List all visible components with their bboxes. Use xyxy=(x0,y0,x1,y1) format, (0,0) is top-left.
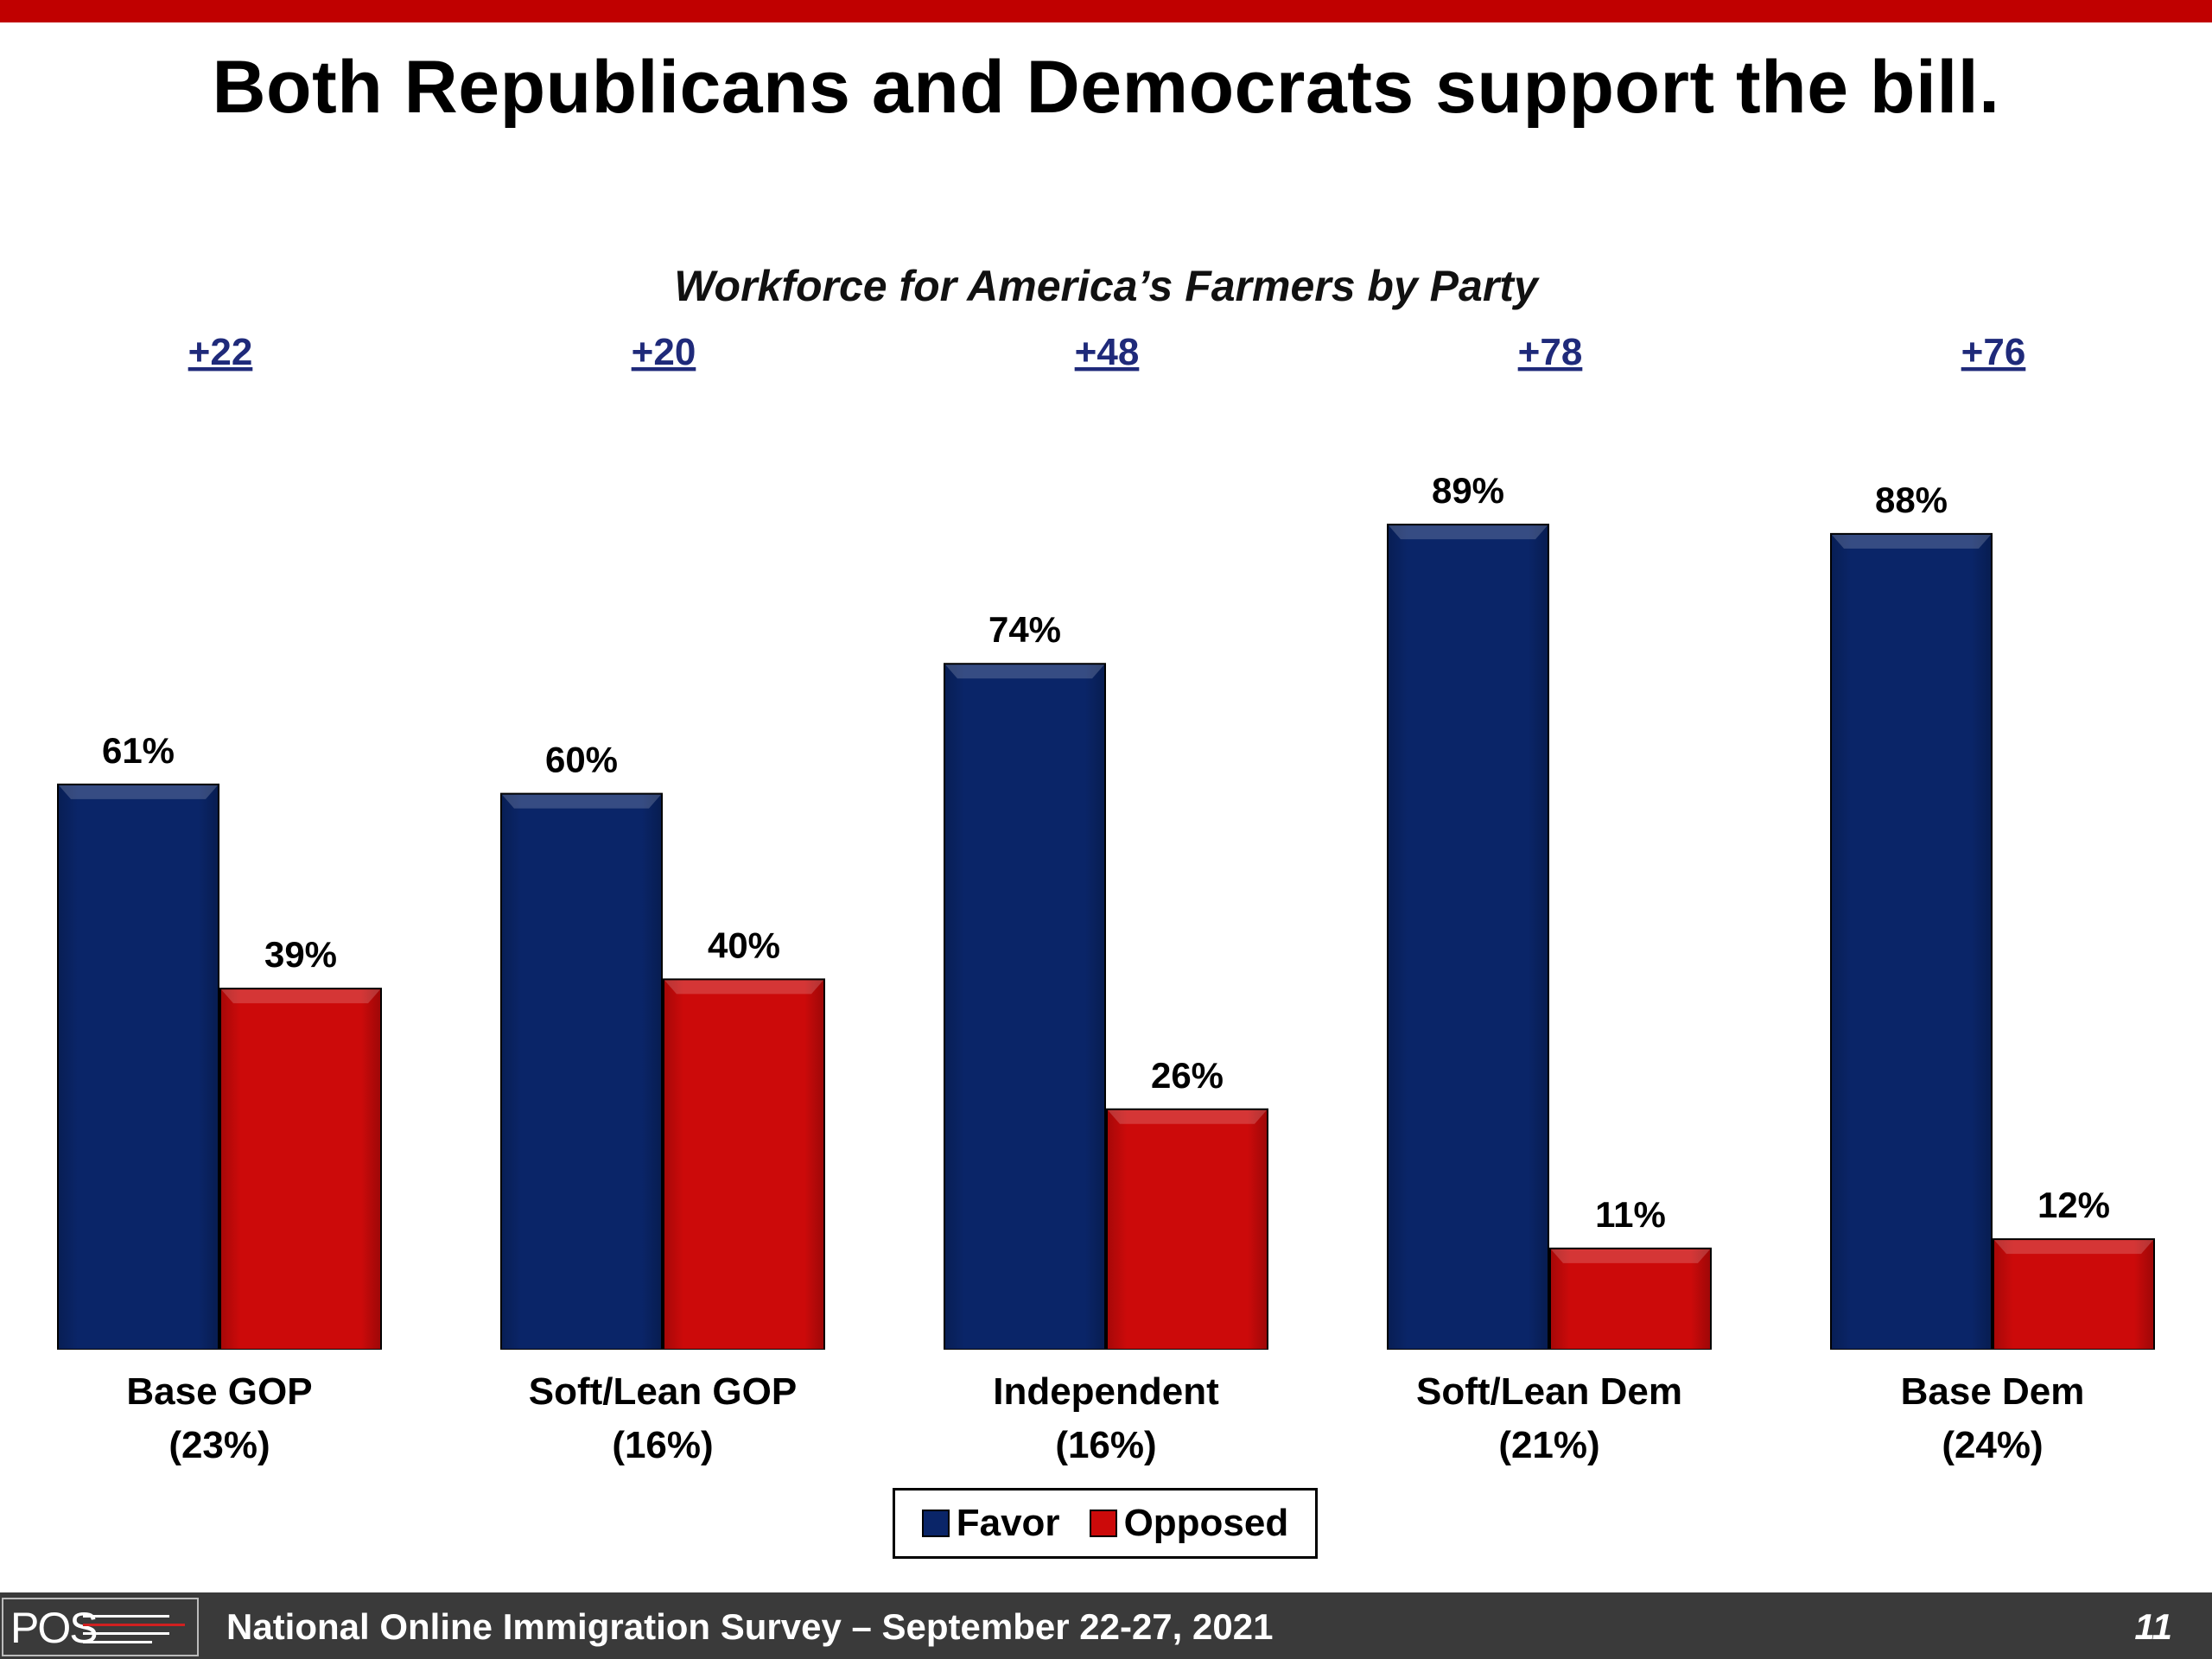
data-label-favor-soft-lean-dem: 89% xyxy=(1432,470,1504,511)
bar-bevel-favor-soft-lean-gop xyxy=(502,794,661,809)
category-label-base-gop: Base GOP xyxy=(126,1370,312,1413)
net-label-independent: +48 xyxy=(1075,331,1140,373)
net-label-base-dem: +76 xyxy=(1961,331,2026,373)
bar-bevel-opposed-independent xyxy=(1108,1109,1267,1124)
net-label-soft-lean-gop: +20 xyxy=(632,331,696,373)
footer-survey-text: National Online Immigration Survey – Sep… xyxy=(226,1606,1274,1647)
bar-bevel-opposed-soft-lean-dem xyxy=(1551,1249,1710,1263)
category-share-base-dem: (24%) xyxy=(1942,1424,2043,1466)
legend-label-opposed: Opposed xyxy=(1123,1502,1289,1544)
bar-bevel-opposed-base-gop xyxy=(221,989,380,1004)
category-label-independent: Independent xyxy=(993,1370,1219,1413)
data-label-opposed-base-gop: 39% xyxy=(264,934,337,975)
data-label-favor-base-gop: 61% xyxy=(102,730,175,771)
slide-title: Both Republicans and Democrats support t… xyxy=(212,46,2000,129)
category-share-soft-lean-gop: (16%) xyxy=(612,1424,713,1466)
data-label-opposed-base-dem: 12% xyxy=(2037,1185,2110,1225)
bar-opposed-base-gop xyxy=(221,989,380,1349)
data-label-favor-independent: 74% xyxy=(988,609,1061,650)
data-label-opposed-soft-lean-dem: 11% xyxy=(1595,1194,1666,1235)
bar-opposed-soft-lean-gop xyxy=(664,980,823,1349)
bar-chart: 61% 39% Base GOP (23%) +22 60% 40% Soft/Lean GO… xyxy=(57,331,2155,1466)
net-label-base-gop: +22 xyxy=(188,331,253,373)
legend-swatch-opposed xyxy=(1089,1510,1117,1537)
chart-legend: Favor Opposed xyxy=(893,1488,1318,1559)
bar-favor-soft-lean-gop xyxy=(502,794,661,1349)
footer-bar: POS National Online Immigration Survey –… xyxy=(0,1592,2212,1659)
bar-bevel-opposed-base-dem xyxy=(1994,1240,2153,1255)
bar-favor-independent xyxy=(945,664,1104,1349)
data-label-opposed-soft-lean-gop: 40% xyxy=(708,925,780,965)
category-share-independent: (16%) xyxy=(1055,1424,1156,1466)
category-label-soft-lean-gop: Soft/Lean GOP xyxy=(529,1370,797,1413)
bar-opposed-soft-lean-dem xyxy=(1551,1249,1710,1349)
data-label-favor-base-dem: 88% xyxy=(1875,480,1948,520)
bar-favor-base-gop xyxy=(59,785,218,1349)
bar-opposed-independent xyxy=(1108,1109,1267,1349)
bar-favor-base-dem xyxy=(1832,534,1991,1349)
data-label-opposed-independent: 26% xyxy=(1151,1055,1224,1096)
bar-bevel-favor-base-gop xyxy=(59,785,218,799)
pos-logo: POS xyxy=(2,1598,199,1656)
legend-swatch-favor xyxy=(921,1510,950,1537)
bar-bevel-favor-base-dem xyxy=(1832,534,1991,549)
legend-label-favor: Favor xyxy=(956,1502,1060,1544)
pos-logo-text: POS xyxy=(10,1604,99,1652)
bar-bevel-favor-independent xyxy=(945,664,1104,679)
legend-entry-opposed: Opposed xyxy=(1089,1502,1289,1545)
category-share-base-gop: (23%) xyxy=(168,1424,270,1466)
legend-entry-favor: Favor xyxy=(921,1502,1060,1545)
page-number: 11 xyxy=(2134,1606,2172,1647)
bar-bevel-favor-soft-lean-dem xyxy=(1389,525,1548,540)
top-accent-bar xyxy=(0,0,2212,22)
data-label-favor-soft-lean-gop: 60% xyxy=(545,740,618,780)
bar-bevel-opposed-soft-lean-gop xyxy=(664,980,823,995)
category-share-soft-lean-dem: (21%) xyxy=(1498,1424,1599,1466)
bar-opposed-base-dem xyxy=(1994,1240,2153,1349)
category-label-base-dem: Base Dem xyxy=(1901,1370,2085,1413)
net-label-soft-lean-dem: +78 xyxy=(1518,331,1583,373)
category-label-soft-lean-dem: Soft/Lean Dem xyxy=(1416,1370,1682,1413)
chart-title: Workforce for America’s Farmers by Party xyxy=(674,262,1538,310)
bar-favor-soft-lean-dem xyxy=(1389,525,1548,1349)
